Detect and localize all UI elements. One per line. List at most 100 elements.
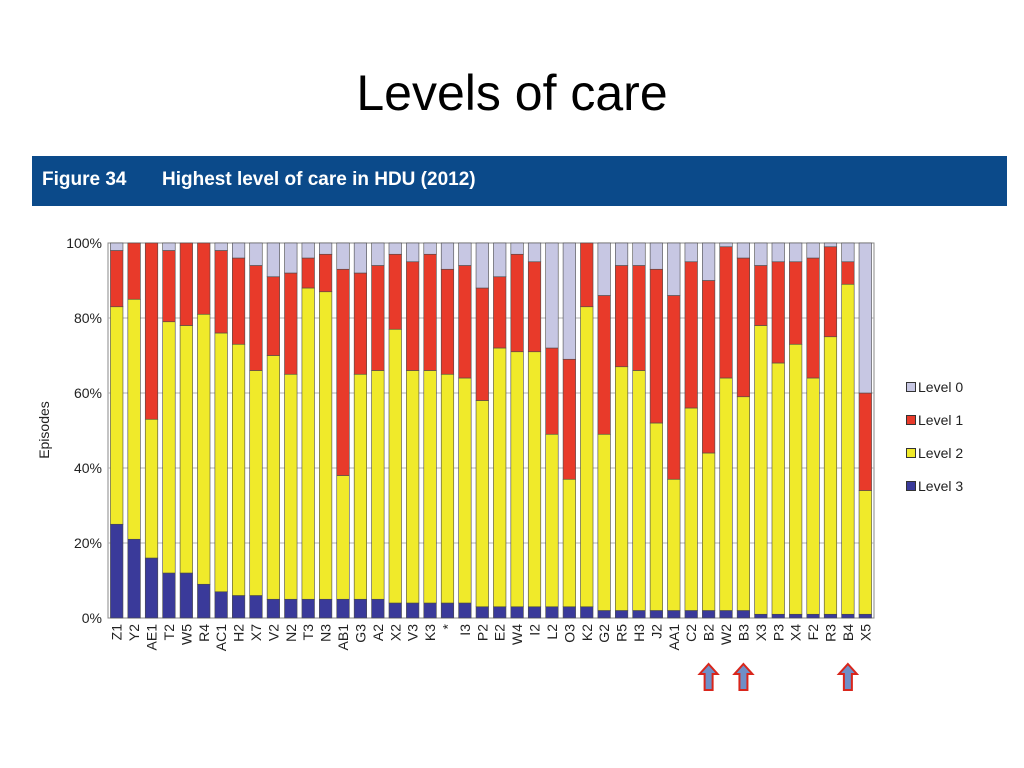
bar-segment — [771, 261, 785, 364]
x-tick-label: A2 — [370, 624, 386, 641]
bar-segment — [527, 351, 542, 608]
bar-segment — [301, 242, 315, 259]
x-tick-label: P2 — [474, 624, 490, 641]
bar-segment — [667, 478, 681, 611]
x-tick-label: H3 — [631, 624, 647, 642]
bar-segment — [214, 591, 228, 619]
bar-segment — [806, 377, 820, 615]
legend-label-level-2: Level 2 — [918, 444, 964, 461]
bar-segment — [493, 347, 507, 608]
bar-segment — [214, 250, 228, 334]
bar-segment — [336, 475, 350, 600]
x-tick-label: K2 — [579, 624, 595, 641]
bar-segment — [162, 321, 176, 574]
bar-segment — [110, 242, 124, 251]
bar-segment — [266, 276, 280, 356]
x-tick-label: G3 — [352, 624, 368, 643]
highlight-arrow-icon — [836, 662, 860, 691]
bar-segment — [127, 298, 141, 540]
bar-segment — [771, 613, 785, 619]
x-tick-label: V3 — [405, 624, 421, 641]
x-tick-label: X3 — [753, 624, 769, 641]
bar-segment — [615, 366, 629, 611]
y-tick-label: 80% — [74, 310, 102, 326]
bar-segment — [684, 242, 698, 263]
bar-segment — [197, 313, 211, 585]
bar-segment — [232, 595, 246, 619]
bar-segment — [597, 610, 611, 619]
bar-segment — [440, 373, 455, 604]
bar-segment — [353, 242, 367, 274]
bar-segment — [615, 610, 629, 619]
bar-segment — [684, 261, 698, 409]
x-tick-label: X2 — [387, 624, 403, 641]
bar-segment — [179, 242, 193, 326]
x-tick-label: B2 — [701, 624, 717, 641]
x-tick-label: J2 — [648, 624, 664, 639]
legend-swatch-level-3 — [906, 480, 916, 491]
bar-segment — [684, 610, 698, 619]
bar-segment — [423, 253, 437, 371]
x-tick-label: AB1 — [335, 624, 351, 651]
bar-segment — [789, 261, 803, 345]
bar-segment — [545, 347, 559, 435]
bar-segment — [301, 287, 315, 600]
bar-segment — [162, 242, 176, 251]
bar-segment — [232, 242, 246, 259]
bar-segment — [144, 557, 159, 619]
bar-segment — [197, 242, 211, 315]
x-tick-label: T3 — [300, 624, 316, 641]
x-tick-label: G2 — [596, 624, 612, 643]
bar-segment — [406, 370, 420, 604]
bar-segment — [510, 242, 524, 255]
x-tick-label: W4 — [509, 624, 525, 645]
bar-segment — [423, 602, 437, 619]
bar-segment — [858, 242, 872, 394]
bar-segment — [458, 242, 472, 266]
bar-segment — [580, 306, 594, 608]
bar-segment — [284, 242, 298, 274]
bar-segment — [632, 610, 646, 619]
x-tick-label: P3 — [770, 624, 786, 641]
bar-segment — [823, 242, 838, 248]
x-tick-label: N2 — [283, 624, 299, 642]
bar-segment — [266, 355, 280, 600]
x-tick-label: W5 — [178, 624, 194, 645]
legend-item-level-3: Level 3 — [906, 469, 963, 502]
bar-segment — [127, 538, 141, 619]
x-tick-label: W2 — [718, 624, 734, 645]
bar-segment — [667, 295, 681, 480]
x-tick-label: I2 — [527, 624, 543, 636]
x-tick-label: * — [439, 623, 455, 629]
y-tick-label: 40% — [74, 460, 102, 476]
bar-segment — [319, 242, 333, 255]
bar-segment — [232, 343, 246, 596]
bar-segment — [353, 373, 367, 600]
bar-segment — [719, 610, 733, 619]
bar-segment — [754, 242, 768, 266]
bar-segment — [649, 422, 663, 611]
bar-segment — [162, 572, 176, 619]
x-tick-label: F2 — [805, 624, 821, 641]
bar-segment — [580, 242, 594, 308]
bar-segment — [736, 610, 750, 619]
bar-segment — [284, 373, 298, 600]
bar-segment — [841, 242, 855, 263]
bar-segment — [597, 295, 611, 435]
bar-segment — [214, 332, 228, 593]
bar-segment — [736, 396, 750, 611]
legend-item-level-0: Level 0 — [906, 370, 963, 403]
bar-segment — [406, 261, 420, 371]
bar-segment — [841, 261, 855, 285]
bar-segment — [162, 250, 176, 323]
x-tick-label: AA1 — [666, 624, 682, 651]
bar-segment — [545, 242, 559, 349]
bar-segment — [719, 377, 733, 611]
bar-segment — [527, 261, 542, 353]
bar-segment — [510, 351, 524, 608]
bar-segment — [301, 257, 315, 289]
x-tick-label: K3 — [422, 624, 438, 641]
y-axis-label: Episodes — [36, 401, 52, 459]
bar-segment — [336, 598, 350, 619]
bar-segment — [440, 268, 455, 375]
